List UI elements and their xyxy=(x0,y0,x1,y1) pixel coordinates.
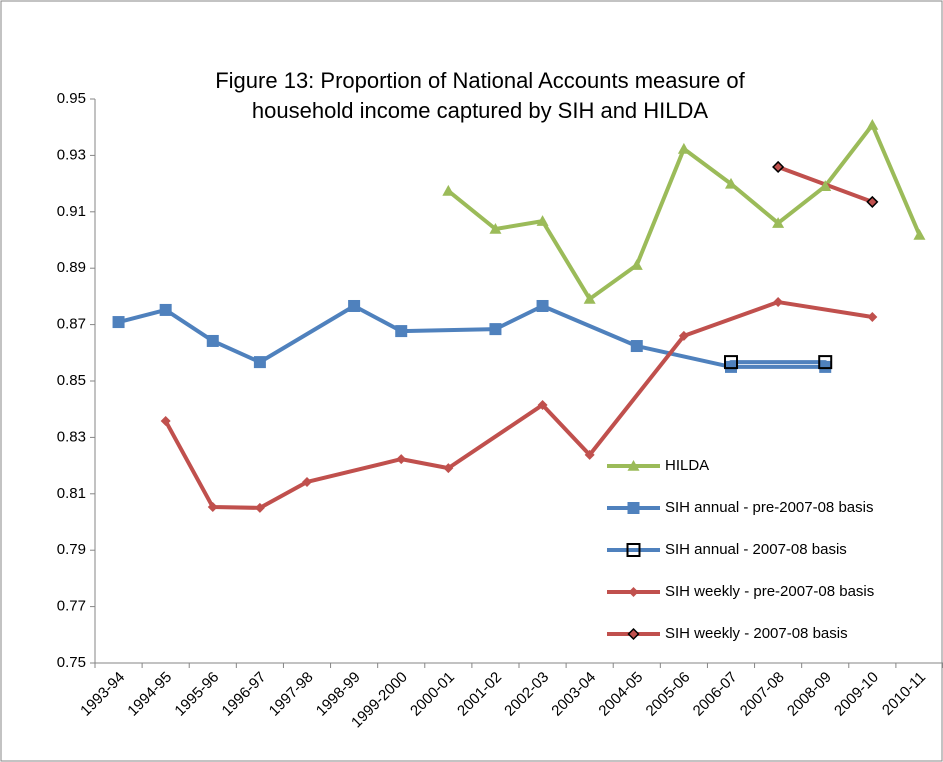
y-tick-label: 0.91 xyxy=(57,203,86,220)
marker xyxy=(160,416,171,427)
marker xyxy=(725,177,737,189)
marker xyxy=(867,311,878,322)
y-tick-label: 0.75 xyxy=(57,654,86,671)
chart-title: household income captured by SIH and HIL… xyxy=(252,98,708,123)
y-tick-label: 0.93 xyxy=(57,146,86,163)
marker xyxy=(773,297,784,308)
marker xyxy=(725,360,737,373)
marker xyxy=(819,360,832,373)
legend-label: SIH weekly - pre-2007-08 basis xyxy=(665,583,874,600)
gap-connector xyxy=(305,457,404,484)
y-tick-label: 0.87 xyxy=(57,316,86,333)
marker xyxy=(348,299,361,312)
y-tick-label: 0.77 xyxy=(57,598,86,615)
legend-label: SIH annual - pre-2007-08 basis xyxy=(665,499,873,516)
gap-connector xyxy=(446,402,545,471)
legend-marker xyxy=(627,460,640,471)
marker xyxy=(159,303,172,316)
y-tick-label: 0.95 xyxy=(57,90,86,107)
legend-label: SIH weekly - 2007-08 basis xyxy=(665,625,848,642)
marker xyxy=(818,355,833,370)
chart-title: Figure 13: Proportion of National Accoun… xyxy=(215,68,745,93)
marker xyxy=(772,217,785,228)
marker xyxy=(536,299,549,312)
marker xyxy=(396,454,407,465)
gap-connector xyxy=(257,303,357,365)
marker xyxy=(254,502,265,513)
marker xyxy=(537,399,548,410)
gap-connector xyxy=(634,344,733,369)
marker xyxy=(489,323,502,336)
marker xyxy=(583,292,596,304)
y-tick-label: 0.81 xyxy=(57,485,86,502)
marker xyxy=(442,184,455,196)
marker xyxy=(913,228,926,240)
marker xyxy=(207,502,218,513)
marker xyxy=(677,142,690,154)
legend-marker xyxy=(627,627,640,641)
legend-marker xyxy=(627,502,640,514)
y-tick-label: 0.79 xyxy=(57,541,86,558)
legend-label: SIH annual - 2007-08 basis xyxy=(665,541,847,558)
marker xyxy=(584,449,595,460)
gap-connector xyxy=(399,327,498,334)
gap-connector xyxy=(587,333,686,457)
marker xyxy=(443,463,454,474)
marker xyxy=(866,195,879,208)
marker xyxy=(302,476,312,487)
marker xyxy=(206,334,219,347)
y-tick-label: 0.83 xyxy=(57,428,86,445)
marker xyxy=(489,223,502,234)
marker xyxy=(630,259,643,270)
legend-marker xyxy=(628,587,639,597)
marker xyxy=(253,356,266,369)
gap-connector xyxy=(681,300,781,338)
marker xyxy=(819,180,832,191)
legend-label: HILDA xyxy=(665,457,709,474)
marker xyxy=(724,355,738,370)
gap-connector xyxy=(776,300,875,319)
y-tick-label: 0.85 xyxy=(57,372,86,389)
marker xyxy=(630,340,643,353)
gap-connector xyxy=(540,303,639,349)
marker xyxy=(866,118,879,130)
marker xyxy=(112,316,125,329)
marker xyxy=(678,330,689,341)
y-tick-label: 0.89 xyxy=(57,259,86,276)
legend-marker xyxy=(626,543,641,557)
marker xyxy=(395,325,408,338)
marker xyxy=(772,160,785,174)
marker xyxy=(536,215,549,226)
